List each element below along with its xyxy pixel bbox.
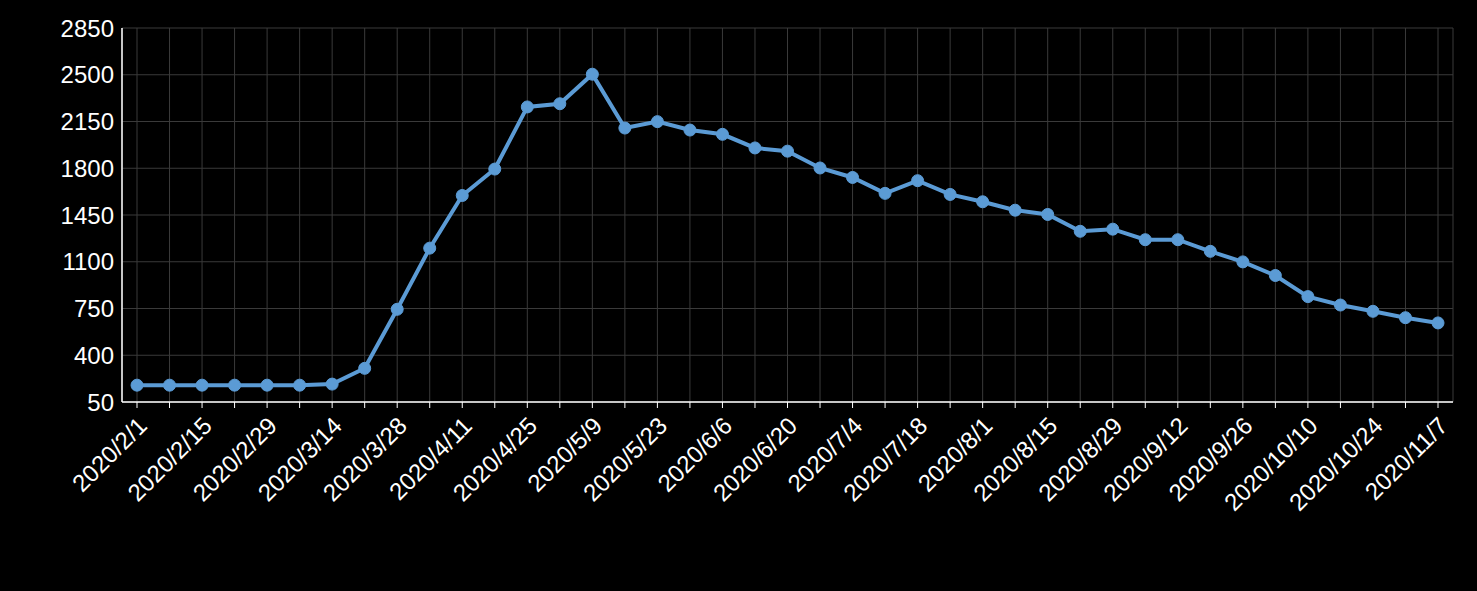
svg-text:2020/7/18: 2020/7/18 <box>838 412 933 507</box>
svg-text:2020/5/9: 2020/5/9 <box>522 411 608 497</box>
svg-text:2500: 2500 <box>61 61 114 88</box>
svg-text:2020/3/14: 2020/3/14 <box>252 411 347 507</box>
svg-text:2020/6/20: 2020/6/20 <box>708 412 803 507</box>
svg-text:2020/4/25: 2020/4/25 <box>448 412 543 507</box>
svg-text:2020/9/26: 2020/9/26 <box>1163 411 1258 507</box>
svg-text:2850: 2850 <box>61 15 114 42</box>
svg-text:1450: 1450 <box>61 202 114 229</box>
svg-text:50: 50 <box>87 389 114 416</box>
svg-text:2020/2/15: 2020/2/15 <box>122 411 217 507</box>
svg-text:2020/7/4: 2020/7/4 <box>782 411 868 497</box>
svg-text:2020/4/11: 2020/4/11 <box>383 411 478 506</box>
svg-text:400: 400 <box>74 342 114 369</box>
svg-text:2020/2/29: 2020/2/29 <box>187 411 282 507</box>
svg-text:2020/10/24: 2020/10/24 <box>1284 412 1388 516</box>
svg-text:1800: 1800 <box>61 155 114 182</box>
svg-text:750: 750 <box>74 295 114 322</box>
svg-text:2020/9/12: 2020/9/12 <box>1098 411 1193 507</box>
svg-text:2020/5/23: 2020/5/23 <box>578 412 673 507</box>
svg-text:2020/8/15: 2020/8/15 <box>968 411 1063 507</box>
svg-text:2020/10/10: 2020/10/10 <box>1218 411 1323 516</box>
svg-text:2020/6/6: 2020/6/6 <box>652 411 738 497</box>
svg-text:2020/8/29: 2020/8/29 <box>1033 411 1128 507</box>
svg-text:2020/8/1: 2020/8/1 <box>912 411 998 497</box>
svg-text:2020/3/28: 2020/3/28 <box>317 411 412 507</box>
svg-text:2150: 2150 <box>61 108 114 135</box>
svg-text:2020/2/1: 2020/2/1 <box>66 411 152 497</box>
svg-text:2020/11/7: 2020/11/7 <box>1360 412 1453 505</box>
svg-text:1100: 1100 <box>62 248 114 275</box>
